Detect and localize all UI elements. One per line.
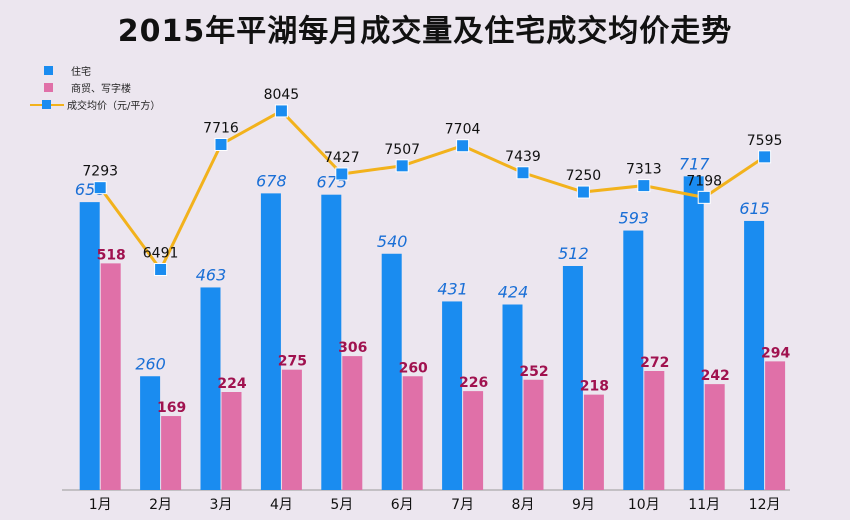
data-label-avg-price-5: 7427 bbox=[324, 150, 360, 166]
data-label-residential-10: 593 bbox=[619, 209, 650, 228]
bar-residential-4 bbox=[260, 193, 281, 490]
data-label-commercial-9: 218 bbox=[580, 379, 609, 395]
bar-residential-3 bbox=[200, 287, 221, 490]
bar-commercial-11 bbox=[704, 384, 725, 490]
bar-residential-6 bbox=[381, 253, 402, 490]
data-label-commercial-1: 518 bbox=[97, 247, 126, 263]
data-label-residential-8: 424 bbox=[498, 283, 529, 302]
data-label-commercial-7: 226 bbox=[459, 375, 488, 391]
data-label-avg-price-10: 7313 bbox=[626, 162, 662, 178]
x-tick-label-10: 10月 bbox=[628, 497, 660, 513]
marker-avg-price-7 bbox=[456, 139, 470, 153]
bar-residential-2 bbox=[140, 376, 161, 490]
legend-label-residential: 住宅 bbox=[71, 67, 91, 78]
bar-residential-1 bbox=[79, 202, 100, 490]
x-tick-label-4: 4月 bbox=[270, 497, 293, 513]
marker-avg-price-10 bbox=[637, 179, 651, 193]
legend: 住宅 商贸、写字楼 成交均价（元/平方） bbox=[30, 62, 160, 113]
data-label-avg-price-6: 7507 bbox=[384, 142, 420, 158]
bar-commercial-4 bbox=[281, 369, 302, 490]
data-label-residential-4: 678 bbox=[256, 171, 287, 190]
legend-label-avg-price: 成交均价（元/平方） bbox=[67, 101, 161, 112]
x-tick-label-9: 9月 bbox=[572, 497, 595, 513]
x-tick-label-1: 1月 bbox=[89, 497, 112, 513]
x-tick-label-5: 5月 bbox=[330, 497, 353, 513]
data-label-avg-price-3: 7716 bbox=[203, 120, 239, 136]
bar-commercial-9 bbox=[583, 394, 604, 490]
legend-line-avg-price bbox=[30, 100, 64, 109]
bar-commercial-7 bbox=[463, 391, 484, 490]
line-avg-price bbox=[98, 109, 766, 271]
marker-avg-price-4 bbox=[274, 104, 288, 118]
bar-commercial-5 bbox=[342, 356, 363, 490]
bar-commercial-12 bbox=[765, 361, 786, 490]
bar-residential-8 bbox=[502, 304, 523, 490]
bar-residential-9 bbox=[562, 266, 583, 490]
marker-avg-price-9 bbox=[576, 185, 590, 199]
marker-avg-price-8 bbox=[516, 166, 530, 180]
marker-avg-price-1 bbox=[93, 181, 107, 195]
data-label-avg-price-1: 7293 bbox=[82, 164, 118, 180]
marker-avg-price-6 bbox=[395, 159, 409, 173]
data-label-commercial-6: 260 bbox=[399, 360, 428, 376]
data-label-avg-price-8: 7439 bbox=[505, 149, 541, 165]
data-label-commercial-4: 275 bbox=[278, 354, 307, 370]
marker-avg-price-2 bbox=[154, 262, 168, 276]
data-label-avg-price-4: 8045 bbox=[264, 87, 300, 103]
marker-avg-price-3 bbox=[214, 137, 228, 151]
data-label-commercial-3: 224 bbox=[217, 376, 246, 392]
data-label-commercial-11: 242 bbox=[701, 368, 730, 384]
data-label-residential-11: 717 bbox=[679, 154, 710, 173]
x-tick-label-11: 11月 bbox=[688, 497, 720, 513]
legend-label-commercial: 商贸、写字楼 bbox=[71, 84, 131, 95]
legend-swatch-commercial bbox=[44, 83, 53, 92]
bar-commercial-2 bbox=[161, 416, 182, 490]
legend-item-avg-price: 成交均价（元/平方） bbox=[30, 96, 160, 113]
bar-commercial-10 bbox=[644, 371, 665, 490]
data-label-avg-price-11: 7198 bbox=[686, 173, 722, 189]
x-tick-label-12: 12月 bbox=[749, 497, 781, 513]
marker-avg-price-11 bbox=[697, 190, 711, 204]
bar-residential-7 bbox=[442, 301, 463, 490]
marker-avg-price-5 bbox=[335, 167, 349, 181]
x-tick-label-6: 6月 bbox=[391, 497, 414, 513]
bar-commercial-6 bbox=[402, 376, 423, 490]
bar-residential-10 bbox=[623, 230, 644, 490]
data-label-commercial-8: 252 bbox=[519, 364, 548, 380]
chart-title: 2015年平湖每月成交量及住宅成交均价走势 bbox=[117, 14, 733, 49]
data-label-avg-price-7: 7704 bbox=[445, 122, 481, 138]
x-tick-label-2: 2月 bbox=[149, 497, 172, 513]
x-tick-label-8: 8月 bbox=[512, 497, 535, 513]
data-label-commercial-12: 294 bbox=[761, 345, 790, 361]
data-label-residential-3: 463 bbox=[196, 265, 227, 284]
data-label-residential-7: 431 bbox=[437, 279, 468, 298]
bar-commercial-1 bbox=[100, 263, 121, 490]
data-label-avg-price-9: 7250 bbox=[566, 168, 602, 184]
data-label-avg-price-12: 7595 bbox=[747, 133, 783, 149]
data-label-residential-9: 512 bbox=[558, 244, 589, 263]
legend-item-residential: 住宅 bbox=[30, 62, 160, 79]
data-label-residential-6: 540 bbox=[377, 232, 408, 251]
bar-commercial-3 bbox=[221, 392, 242, 490]
x-tick-label-3: 3月 bbox=[210, 497, 233, 513]
bar-residential-5 bbox=[321, 194, 342, 490]
data-label-residential-12: 615 bbox=[739, 199, 770, 218]
data-label-commercial-10: 272 bbox=[640, 355, 669, 371]
legend-item-commercial: 商贸、写字楼 bbox=[30, 79, 160, 96]
marker-avg-price-12 bbox=[758, 150, 772, 164]
data-label-avg-price-2: 6491 bbox=[143, 245, 179, 261]
bar-commercial-8 bbox=[523, 379, 544, 490]
data-label-commercial-2: 169 bbox=[157, 400, 186, 416]
data-label-residential-2: 260 bbox=[135, 354, 166, 373]
bar-residential-11 bbox=[683, 176, 704, 490]
data-label-commercial-5: 306 bbox=[338, 340, 367, 356]
x-tick-label-7: 7月 bbox=[451, 497, 474, 513]
legend-swatch-residential bbox=[44, 66, 53, 75]
bar-residential-12 bbox=[744, 220, 765, 490]
